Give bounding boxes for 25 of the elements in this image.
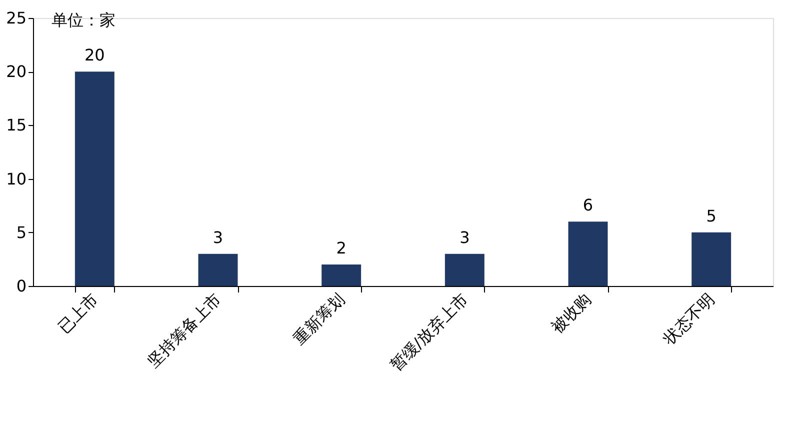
data-label: 3 <box>212 228 224 247</box>
y-tick-label: 10 <box>6 169 26 188</box>
bar <box>692 232 732 286</box>
x-tick-label: 重新筹划 <box>290 289 348 348</box>
bar <box>568 222 608 286</box>
x-tick-label: 状态不明 <box>658 289 718 349</box>
y-tick-label: 25 <box>6 8 26 28</box>
y-axis-title: 单位：家 <box>52 10 116 30</box>
y-tick-label: 20 <box>6 62 26 82</box>
bar <box>444 254 484 286</box>
data-label: 2 <box>336 238 346 258</box>
bar <box>198 254 238 286</box>
x-tick-label: 已上市 <box>54 289 102 337</box>
data-label: 20 <box>84 46 105 65</box>
bar <box>322 264 362 286</box>
x-tick-label: 暂缓/放弃上市 <box>386 289 472 375</box>
y-tick-label: 0 <box>16 276 26 296</box>
y-tick-label: 5 <box>16 222 26 242</box>
bar <box>74 72 114 286</box>
data-label: 5 <box>706 206 716 226</box>
x-tick-label: 被收购 <box>547 289 595 337</box>
y-tick-label: 15 <box>6 116 26 135</box>
data-label: 6 <box>582 196 594 215</box>
x-tick-label: 坚持筹备上市 <box>144 289 225 371</box>
data-label: 3 <box>460 228 470 247</box>
